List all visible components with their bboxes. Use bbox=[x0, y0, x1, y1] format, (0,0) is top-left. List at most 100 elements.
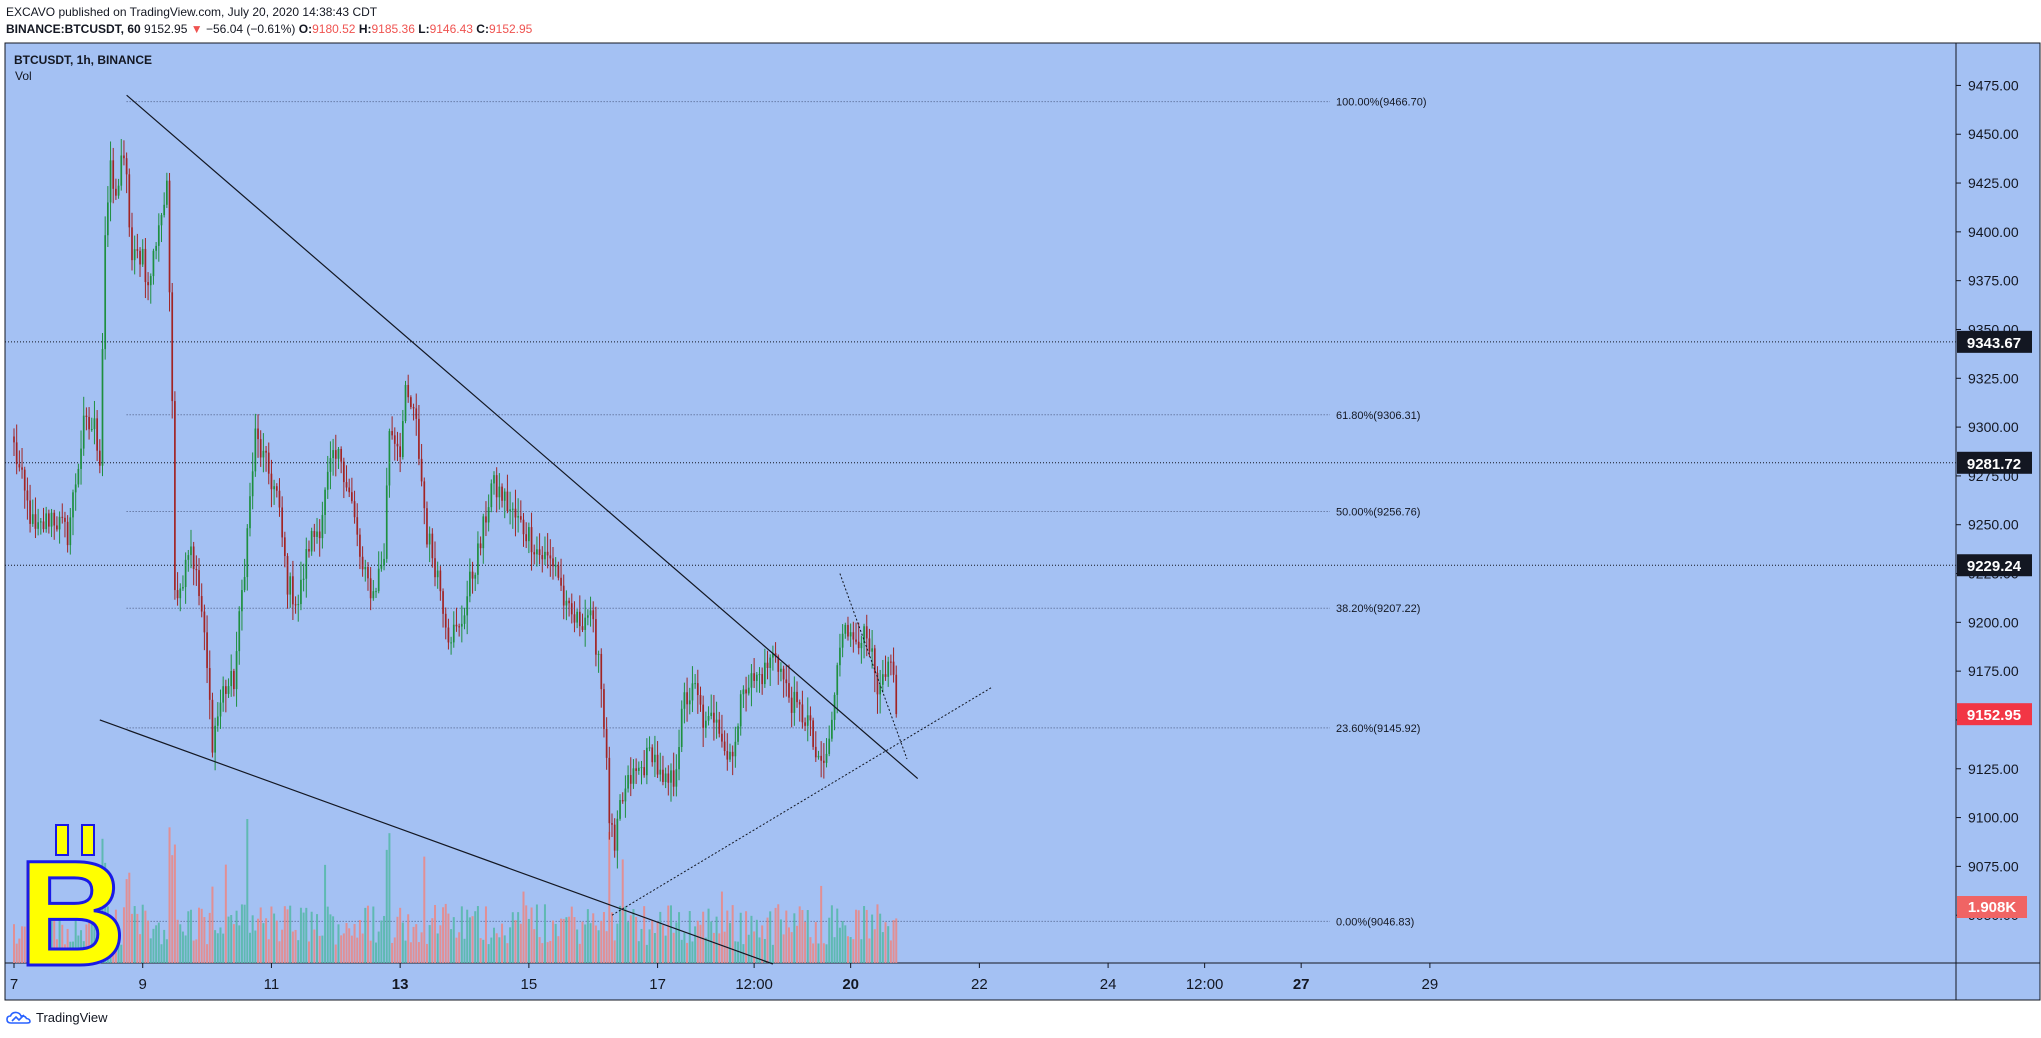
volume-bar bbox=[468, 917, 471, 963]
volume-bar bbox=[93, 908, 96, 963]
candle-body bbox=[351, 492, 353, 502]
volume-bar bbox=[141, 904, 144, 963]
candle-body bbox=[98, 450, 101, 466]
candle-body bbox=[581, 626, 584, 630]
candle-body bbox=[729, 751, 731, 760]
candle-body bbox=[672, 770, 675, 787]
candle-body bbox=[887, 661, 890, 677]
volume-bar bbox=[262, 923, 265, 963]
candle-body bbox=[881, 674, 884, 685]
volume-bar bbox=[691, 941, 694, 963]
volume-bar bbox=[334, 944, 337, 963]
price-tick-label: 9300.00 bbox=[1968, 419, 2019, 435]
volume-bar bbox=[144, 910, 147, 963]
candle-body bbox=[530, 527, 533, 553]
candle-body bbox=[48, 513, 50, 527]
candle-body bbox=[605, 728, 608, 758]
volume-bar bbox=[602, 912, 605, 963]
volume-bar bbox=[173, 844, 176, 963]
candle-body bbox=[814, 746, 817, 758]
volume-bar bbox=[147, 920, 150, 963]
candle-body bbox=[694, 683, 696, 685]
candle-body bbox=[74, 484, 77, 493]
volume-bar bbox=[753, 931, 756, 963]
candle-body bbox=[831, 719, 833, 739]
candle-body bbox=[29, 500, 31, 524]
volume-bar bbox=[444, 903, 447, 963]
price-tick-label: 9250.00 bbox=[1968, 517, 2019, 533]
candle-body bbox=[820, 755, 823, 761]
volume-bar bbox=[434, 904, 437, 963]
candle-body bbox=[254, 428, 257, 472]
candle-body bbox=[434, 558, 436, 578]
last-price: 9152.95 bbox=[144, 22, 188, 36]
volume-bar bbox=[895, 918, 898, 963]
volume-bar bbox=[181, 931, 184, 963]
volume-bar bbox=[238, 925, 241, 963]
volume-bar bbox=[889, 940, 892, 963]
volume-bar bbox=[407, 914, 410, 963]
candle-body bbox=[763, 662, 766, 685]
trendlines[interactable] bbox=[99, 94, 994, 965]
candle-body bbox=[573, 614, 576, 623]
candle-body bbox=[308, 549, 310, 552]
candle-body bbox=[463, 615, 466, 624]
volume-bar bbox=[313, 929, 316, 963]
volume-bar bbox=[342, 933, 345, 963]
volume-bar bbox=[857, 910, 860, 963]
volume-bar bbox=[372, 906, 375, 963]
candle-body bbox=[522, 519, 525, 535]
plot-area[interactable] bbox=[4, 42, 1957, 1001]
price-tick-label: 9475.00 bbox=[1968, 77, 2019, 93]
volume-bar bbox=[806, 910, 809, 963]
trendline bbox=[99, 719, 774, 965]
volume-bar bbox=[211, 886, 214, 963]
volume-bar bbox=[825, 944, 828, 963]
time-tick-label: 22 bbox=[971, 976, 988, 993]
fib-level-label: 23.60%(9145.92) bbox=[1336, 723, 1420, 735]
candle-body bbox=[66, 521, 69, 546]
volume-bar bbox=[466, 909, 469, 963]
volume-bar bbox=[678, 912, 681, 963]
candle-body bbox=[69, 517, 72, 546]
candle-body bbox=[45, 513, 48, 530]
price-badge-label: 9343.67 bbox=[1967, 335, 2021, 352]
candle-body bbox=[501, 486, 503, 501]
price-axis[interactable] bbox=[1955, 42, 2041, 1001]
volume-bar bbox=[219, 927, 222, 963]
volume-bar bbox=[737, 941, 740, 963]
volume-bar bbox=[120, 944, 123, 963]
candle-body bbox=[721, 733, 723, 742]
candle-body bbox=[640, 767, 643, 769]
volume-bar bbox=[686, 942, 689, 963]
candle-body bbox=[326, 471, 329, 490]
volume-bar bbox=[222, 933, 225, 963]
candle-body bbox=[214, 725, 216, 753]
horizontal-lines[interactable] bbox=[5, 341, 1956, 566]
candle-body bbox=[678, 747, 680, 770]
volume-bar bbox=[104, 862, 107, 963]
volume-bar bbox=[482, 939, 485, 963]
volume-bar bbox=[576, 929, 579, 963]
candle-body bbox=[643, 767, 646, 776]
candle-body bbox=[710, 712, 713, 716]
candle-body bbox=[313, 531, 316, 537]
candle-body bbox=[624, 788, 627, 802]
fibonacci-retracement[interactable]: 100.00%(9466.70) 61.80%(9306.31) 50.00%(92… bbox=[126, 97, 1427, 929]
candle-body bbox=[329, 458, 332, 472]
volume-bar bbox=[340, 935, 343, 963]
candle-body bbox=[892, 661, 895, 675]
volume-bar bbox=[715, 916, 718, 963]
price-badge-label: 9229.24 bbox=[1967, 558, 2022, 575]
volume-bar bbox=[597, 930, 600, 963]
volume-bar bbox=[683, 932, 686, 963]
candle-body bbox=[342, 461, 345, 483]
tradingview-footer[interactable]: TradingView bbox=[6, 1010, 108, 1025]
volume-bar bbox=[224, 864, 227, 963]
candle-body bbox=[514, 508, 517, 518]
candle-body bbox=[455, 624, 458, 627]
candle-body bbox=[570, 603, 573, 615]
candle-body bbox=[249, 496, 251, 529]
volume-bar bbox=[771, 944, 774, 963]
